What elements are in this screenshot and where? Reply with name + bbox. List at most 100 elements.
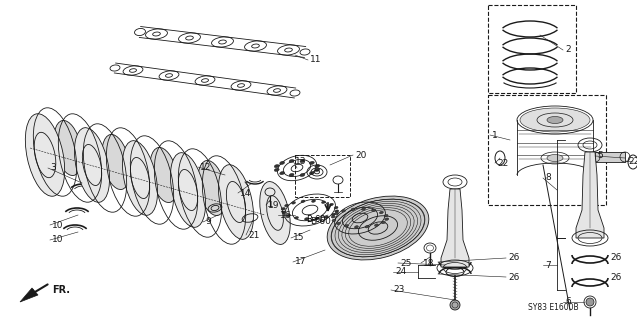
Text: 21: 21 [248,230,259,239]
Ellipse shape [351,208,355,211]
Ellipse shape [292,202,296,204]
Ellipse shape [150,148,178,203]
Polygon shape [576,152,604,238]
Text: SY83 E1600B: SY83 E1600B [528,302,578,311]
Ellipse shape [198,160,226,216]
Ellipse shape [355,226,359,228]
Text: 19: 19 [268,201,280,210]
Ellipse shape [450,300,460,310]
Ellipse shape [294,217,299,219]
Text: 11: 11 [310,55,322,65]
Text: 26: 26 [508,273,519,282]
Ellipse shape [382,221,385,224]
Text: 6: 6 [565,298,571,307]
Ellipse shape [380,211,383,214]
Ellipse shape [362,208,366,210]
Text: 3: 3 [50,164,56,172]
Ellipse shape [260,181,290,244]
Ellipse shape [345,225,348,227]
Text: 24: 24 [395,268,406,276]
Ellipse shape [331,213,335,216]
Ellipse shape [315,168,320,172]
Text: 13: 13 [295,156,306,165]
Ellipse shape [520,108,590,132]
Bar [488,5,576,93]
Ellipse shape [315,217,319,220]
Ellipse shape [327,196,429,260]
Text: 25: 25 [400,259,412,268]
Text: 23: 23 [393,285,404,294]
Ellipse shape [329,203,333,206]
Ellipse shape [122,141,157,215]
Text: 26: 26 [610,274,621,283]
Ellipse shape [547,155,563,162]
Ellipse shape [301,200,305,203]
Ellipse shape [275,168,279,172]
Polygon shape [441,189,469,267]
Ellipse shape [341,210,345,212]
Ellipse shape [171,153,206,227]
Ellipse shape [371,209,375,212]
Bar [295,155,350,197]
Ellipse shape [336,222,341,225]
Text: FR.: FR. [52,285,70,295]
Ellipse shape [334,206,338,209]
Text: 7: 7 [545,260,551,269]
Text: 20: 20 [355,150,366,159]
Ellipse shape [287,214,290,217]
Ellipse shape [304,218,308,220]
Ellipse shape [384,214,388,217]
Ellipse shape [322,201,326,204]
Bar [488,95,606,205]
Text: B-60: B-60 [310,218,331,227]
Ellipse shape [332,219,336,221]
Text: 14: 14 [240,188,252,197]
Bar [595,152,625,162]
Ellipse shape [365,225,369,228]
Ellipse shape [285,204,289,207]
Ellipse shape [282,208,285,210]
Ellipse shape [375,224,378,227]
Text: 10: 10 [52,220,64,229]
Ellipse shape [315,164,320,168]
Text: 26: 26 [508,253,519,262]
Text: 26: 26 [610,253,621,262]
Text: 17: 17 [295,258,306,267]
Ellipse shape [289,159,294,163]
Ellipse shape [102,134,130,189]
Ellipse shape [300,173,305,177]
Ellipse shape [289,173,294,177]
Text: 15: 15 [293,234,304,243]
Ellipse shape [547,116,563,124]
Ellipse shape [54,120,82,176]
Text: 22: 22 [497,158,508,167]
Text: 12: 12 [200,163,211,172]
Ellipse shape [311,200,315,202]
Ellipse shape [280,161,285,164]
Ellipse shape [275,164,279,168]
Ellipse shape [331,216,335,218]
Text: 5: 5 [597,151,603,161]
Text: 8: 8 [545,173,551,182]
Text: 9: 9 [205,218,211,227]
Ellipse shape [310,172,314,175]
Ellipse shape [280,172,285,175]
Text: B-60: B-60 [306,215,326,225]
Ellipse shape [586,298,594,306]
Polygon shape [20,288,38,302]
Ellipse shape [25,114,64,196]
Text: 2: 2 [565,45,571,54]
Text: 1: 1 [492,131,497,140]
Text: 16: 16 [280,211,292,220]
Ellipse shape [335,210,339,212]
Ellipse shape [310,161,314,164]
Ellipse shape [300,159,305,163]
Ellipse shape [385,218,389,220]
Text: 10: 10 [52,236,64,244]
Text: 22: 22 [628,156,637,165]
Ellipse shape [75,128,110,202]
Ellipse shape [218,165,254,239]
Text: 18: 18 [423,259,434,268]
Ellipse shape [334,212,339,215]
Ellipse shape [324,216,329,219]
